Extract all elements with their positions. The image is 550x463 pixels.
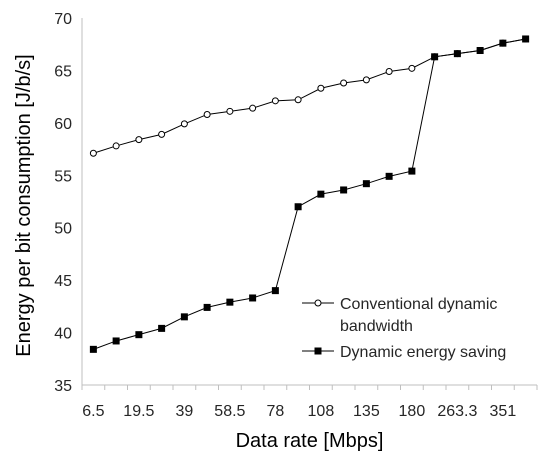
data-point [180, 313, 188, 321]
data-point [271, 287, 279, 295]
x-tick-label: 135 [353, 403, 380, 420]
x-tick-label: 39 [175, 403, 193, 420]
data-point [89, 345, 97, 353]
data-point [112, 337, 120, 345]
data-point [294, 203, 302, 211]
data-point [112, 142, 120, 150]
x-axis-ticks: 6.5 19.5 39 58.5 78 108 135 180 263.3 351 [81, 385, 538, 420]
series-line [93, 38, 526, 350]
y-tick-label: 65 [54, 63, 72, 80]
data-point [317, 84, 325, 92]
data-point [340, 79, 348, 87]
legend-label-conventional-line1: Conventional dynamic [340, 296, 497, 313]
y-tick-label: 35 [54, 378, 72, 395]
data-point [294, 96, 302, 104]
x-tick-label: 351 [490, 403, 517, 420]
x-tick-label: 108 [308, 403, 335, 420]
legend-label-dynamic: Dynamic energy saving [340, 344, 506, 361]
data-point [453, 50, 461, 58]
data-point [249, 104, 257, 112]
data-point [408, 64, 416, 72]
y-tick-label: 50 [54, 221, 72, 238]
x-axis-title: Data rate [Mbps] [236, 430, 384, 452]
y-axis-ticks: 35 40 45 50 55 60 65 70 [54, 11, 72, 395]
y-tick-label: 70 [54, 11, 72, 28]
legend-marker-conventional [314, 299, 322, 307]
series-layer [89, 35, 530, 353]
series-dynamic [89, 35, 530, 353]
data-point [408, 167, 416, 175]
legend-label-conventional-line2: bandwidth [340, 318, 413, 335]
data-point [226, 298, 234, 306]
y-axis-title: Energy per bit consumption [J/b/s] [13, 54, 35, 356]
data-point [180, 120, 188, 128]
data-point [158, 324, 166, 332]
data-point [385, 172, 393, 180]
data-point [158, 130, 166, 138]
x-tick-label: 78 [266, 403, 284, 420]
data-point [499, 39, 507, 47]
data-point [89, 149, 97, 157]
legend-item-dynamic: Dynamic energy saving [302, 344, 506, 361]
data-point [203, 110, 211, 118]
data-point [340, 186, 348, 194]
x-tick-label: 263.3 [437, 403, 477, 420]
data-point [135, 331, 143, 339]
data-point [362, 180, 370, 188]
x-tick-label: 19.5 [123, 403, 154, 420]
series-conventional [89, 35, 530, 157]
y-tick-label: 45 [54, 273, 72, 290]
data-point [385, 67, 393, 75]
x-tick-label: 58.5 [214, 403, 245, 420]
data-point [249, 294, 257, 302]
legend-item-conventional: Conventional dynamic bandwidth [302, 296, 497, 335]
x-tick-label: 180 [399, 403, 426, 420]
y-tick-label: 55 [54, 168, 72, 185]
data-point [431, 53, 439, 61]
legend-marker-dynamic [314, 347, 322, 355]
data-point [271, 97, 279, 105]
x-tick-label: 6.5 [82, 403, 104, 420]
y-tick-label: 60 [54, 116, 72, 133]
data-point [226, 107, 234, 115]
data-point [135, 136, 143, 144]
y-tick-label: 40 [54, 326, 72, 343]
legend: Conventional dynamic bandwidth Dynamic e… [302, 296, 506, 361]
data-point [522, 35, 530, 43]
data-point [203, 303, 211, 311]
data-point [476, 47, 484, 55]
data-point [362, 76, 370, 84]
data-point [317, 190, 325, 198]
